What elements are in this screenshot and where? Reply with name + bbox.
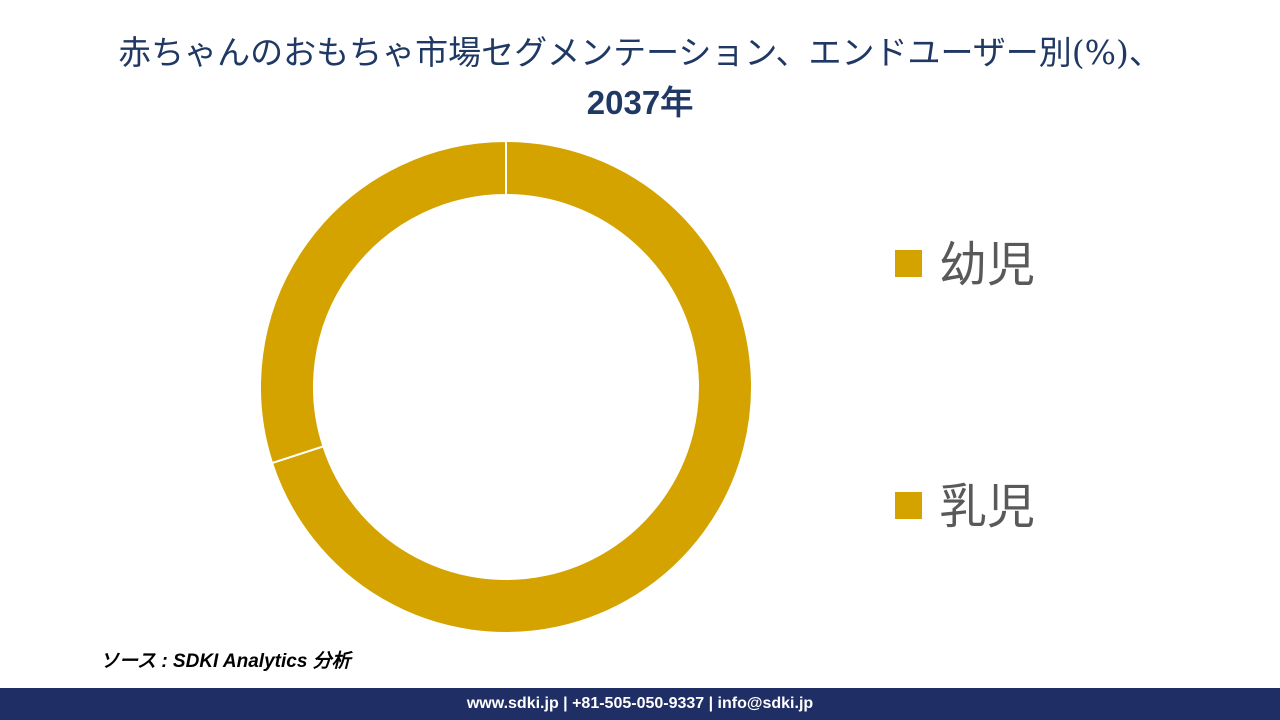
legend-swatch-1 bbox=[895, 250, 922, 277]
chart-title-line2: 2037年 bbox=[586, 84, 694, 121]
donut-slices bbox=[259, 139, 753, 634]
chart-title-line1: 赤ちゃんのおもちゃ市場セグメンテーション、エンドユーザー別(%)、 bbox=[118, 33, 1162, 72]
legend-swatch-2 bbox=[895, 492, 922, 519]
donut-slice-2 bbox=[259, 139, 507, 465]
footer-bar: www.sdki.jp | +81-505-050-9337 | info@sd… bbox=[0, 688, 1280, 720]
source-note: ソース : SDKI Analytics 分析 bbox=[100, 651, 351, 672]
legend-label-2: 乳児 bbox=[939, 479, 1035, 535]
donut-slice-1 bbox=[270, 139, 753, 634]
legend-label-1: 幼児 bbox=[939, 237, 1035, 293]
chart-title: 赤ちゃんのおもちゃ市場セグメンテーション、エンドユーザー別(%)、 2037年 bbox=[40, 28, 1240, 128]
footer-contact: www.sdki.jp | +81-505-050-9337 | info@sd… bbox=[466, 695, 814, 712]
